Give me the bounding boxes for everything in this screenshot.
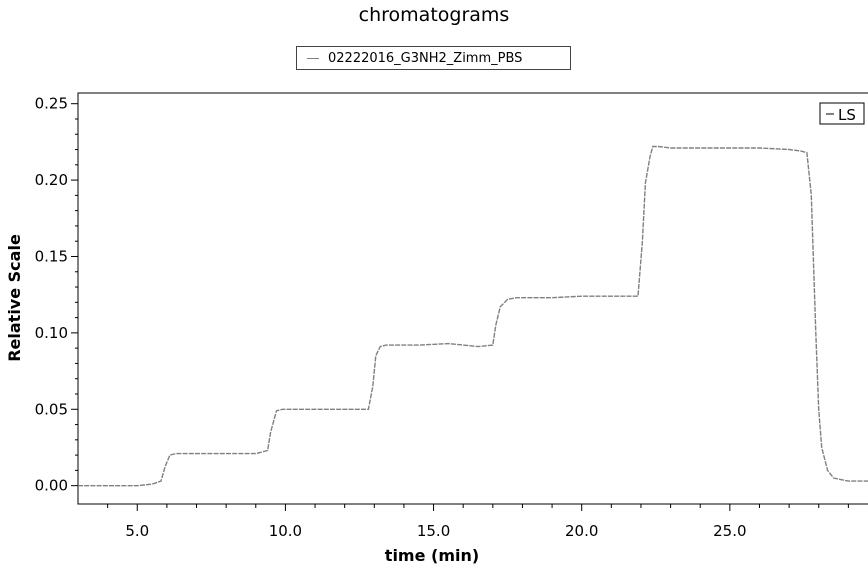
legend-line-swatch-icon — [307, 57, 319, 59]
plot-legend: LS — [819, 102, 865, 125]
y-tick-label: 0.00 — [35, 477, 68, 495]
plot-legend-box — [819, 102, 865, 125]
x-tick-label: 15.0 — [417, 522, 450, 540]
y-axis: 0.00 0.05 0.10 0.15 0.20 0.25 — [35, 95, 78, 495]
x-axis-title: time (min) — [385, 546, 479, 565]
x-tick-label: 20.0 — [565, 522, 598, 540]
series-line-ls — [78, 145, 868, 487]
plot-frame — [77, 92, 868, 505]
x-tick-label: 10.0 — [269, 522, 302, 540]
y-tick-label: 0.05 — [35, 400, 68, 418]
y-tick-label: 0.10 — [35, 324, 68, 342]
chart-title: chromatograms — [358, 4, 510, 26]
x-tick-label: 25.0 — [713, 522, 746, 540]
plot-legend-label: LS — [838, 106, 856, 124]
y-tick-label: 0.15 — [35, 247, 68, 265]
y-tick-label: 0.25 — [35, 95, 68, 113]
top-legend: 02222016_G3NH2_Zimm_PBS — [296, 46, 571, 70]
y-tick-label: 0.20 — [35, 171, 68, 189]
x-tick-label: 5.0 — [125, 522, 149, 540]
y-axis-title: Relative Scale — [5, 234, 24, 362]
x-axis: 5.0 10.0 15.0 20.0 25.0 — [107, 504, 849, 540]
top-legend-label: 02222016_G3NH2_Zimm_PBS — [328, 50, 523, 66]
